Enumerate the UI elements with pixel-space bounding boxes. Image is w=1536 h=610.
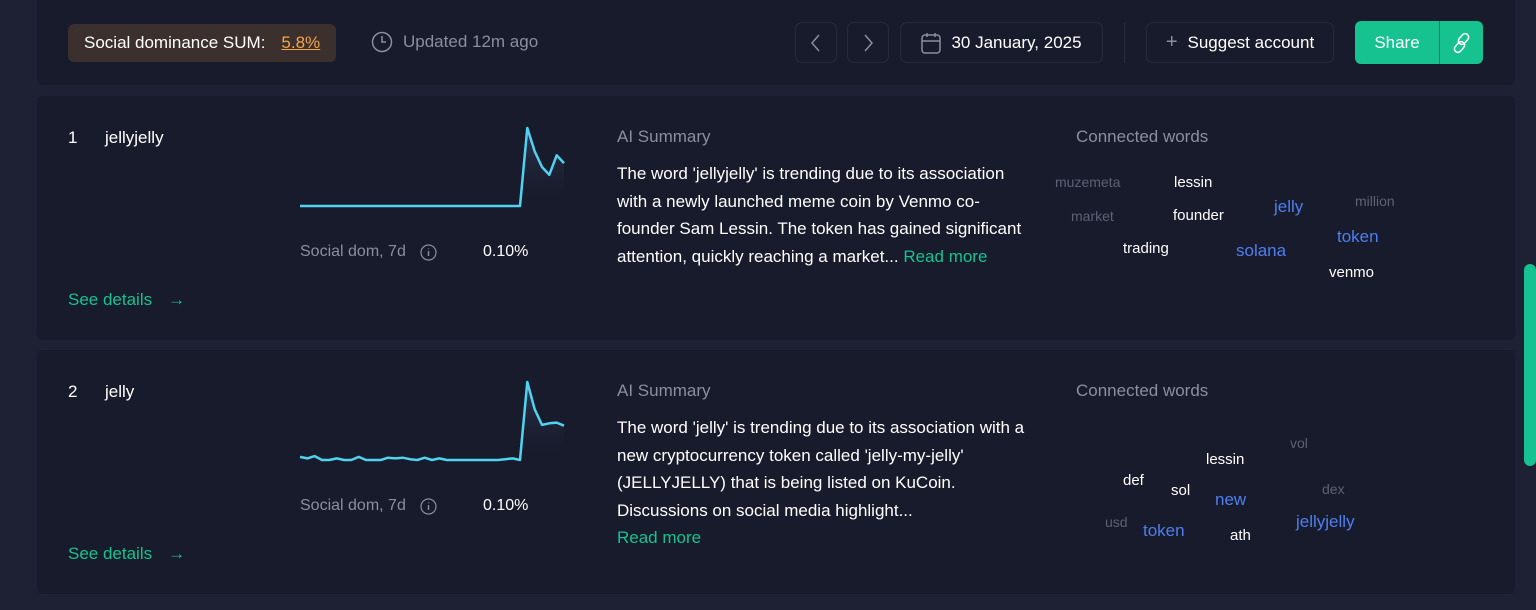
ai-summary-text: The word 'jellyjelly' is trending due to… <box>617 160 1027 270</box>
suggest-account-button[interactable]: + Suggest account <box>1146 22 1334 63</box>
link-icon <box>1453 32 1469 53</box>
clock-icon <box>371 31 393 53</box>
connected-word[interactable]: solana <box>1236 241 1287 260</box>
sparkline-chart <box>300 126 565 208</box>
connected-words-title: Connected words <box>1076 381 1209 400</box>
connected-word[interactable]: lessin <box>1174 174 1213 191</box>
trending-word[interactable]: jellyjelly <box>105 128 164 147</box>
connected-word[interactable]: sol <box>1171 482 1191 499</box>
summary-text: The word 'jelly' is trending due to its … <box>617 418 1025 520</box>
connected-word[interactable]: trading <box>1123 240 1169 257</box>
connected-word[interactable]: dex <box>1322 481 1345 497</box>
connected-words-title: Connected words <box>1076 127 1209 146</box>
sparkline-chart <box>299 380 565 462</box>
ai-summary-title: AI Summary <box>617 381 711 400</box>
trending-word-row: 1 jellyjelly See details → Social dom, 7d… <box>37 96 1515 340</box>
calendar-icon <box>921 32 942 54</box>
trending-word-row: 2 jelly See details → Social dom, 7d 0.10… <box>37 350 1515 594</box>
trending-word[interactable]: jelly <box>105 382 135 401</box>
chevron-left-icon <box>811 34 820 51</box>
connected-word[interactable]: vol <box>1290 435 1308 451</box>
connected-word[interactable]: venmo <box>1329 264 1375 281</box>
social-dom-value: 0.10% <box>483 497 529 514</box>
divider <box>1124 22 1125 63</box>
prev-date-button[interactable] <box>795 22 837 63</box>
ai-summary-text: The word 'jelly' is trending due to its … <box>617 414 1027 552</box>
connected-word[interactable]: lessin <box>1206 451 1245 468</box>
updated-status: Updated 12m ago <box>371 31 538 53</box>
sparkline-line <box>299 380 565 462</box>
see-details-label: See details <box>68 544 153 563</box>
toolbar: Social dominance SUM: 5.8% Updated 12m a… <box>37 0 1515 85</box>
connected-word[interactable]: def <box>1123 472 1144 489</box>
social-dom-label: Social dom, 7d <box>300 497 437 515</box>
share-group: Share <box>1355 21 1483 64</box>
scrollbar-thumb[interactable] <box>1524 264 1536 466</box>
social-dom-value: 0.10% <box>483 243 529 260</box>
connected-word[interactable]: founder <box>1173 207 1224 224</box>
next-date-button[interactable] <box>847 22 889 63</box>
dominance-label: Social dominance SUM: <box>84 33 266 52</box>
connected-word[interactable]: market <box>1071 208 1114 224</box>
copy-link-button[interactable] <box>1440 21 1483 64</box>
chevron-right-icon <box>864 34 873 51</box>
connected-word[interactable]: token <box>1143 521 1185 540</box>
connected-word[interactable]: new <box>1215 490 1247 509</box>
date-picker-button[interactable]: 30 January, 2025 <box>900 22 1103 63</box>
connected-word[interactable]: token <box>1337 227 1379 246</box>
connected-word[interactable]: jelly <box>1274 197 1304 216</box>
see-details-label: See details <box>68 290 153 309</box>
updated-text: Updated 12m ago <box>403 32 539 51</box>
arrow-right-icon: → <box>168 290 186 309</box>
plus-icon: + <box>1165 31 1178 53</box>
dominance-value-link[interactable]: 5.8% <box>281 33 321 52</box>
date-text: 30 January, 2025 <box>951 32 1082 52</box>
connected-word[interactable]: jellyjelly <box>1296 512 1355 531</box>
connected-word[interactable]: usd <box>1105 514 1128 530</box>
info-icon[interactable] <box>420 497 437 515</box>
arrow-right-icon: → <box>168 544 186 563</box>
social-dom-text: Social dom, 7d <box>300 243 406 260</box>
share-button[interactable]: Share <box>1355 21 1440 64</box>
connected-word[interactable]: million <box>1355 193 1395 209</box>
summary-text: The word 'jellyjelly' is trending due to… <box>617 164 1022 266</box>
read-more-link[interactable]: Read more <box>903 246 988 266</box>
read-more-link[interactable]: Read more <box>617 528 702 547</box>
rank: 2 <box>68 382 78 401</box>
connected-word[interactable]: muzemeta <box>1055 174 1121 190</box>
suggest-label: Suggest account <box>1187 32 1315 52</box>
see-details-link[interactable]: See details → <box>68 544 185 564</box>
ai-summary-title: AI Summary <box>617 127 711 146</box>
social-dom-text: Social dom, 7d <box>300 497 406 514</box>
rank: 1 <box>68 128 78 147</box>
see-details-link[interactable]: See details → <box>68 290 185 310</box>
sparkline-line <box>300 126 565 208</box>
social-dominance-badge: Social dominance SUM: 5.8% <box>68 24 337 62</box>
connected-word[interactable]: ath <box>1230 527 1251 544</box>
social-dom-label: Social dom, 7d <box>300 243 437 261</box>
info-icon[interactable] <box>420 243 437 261</box>
